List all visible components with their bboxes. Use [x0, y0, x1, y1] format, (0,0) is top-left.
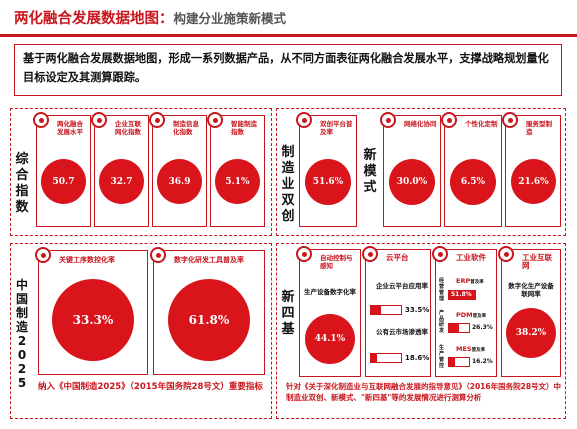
page-title: 两化融合发展数据地图：构建分业施策新模式: [14, 11, 287, 27]
card-composite-3: 制造信息化指数 36.9: [149, 112, 207, 227]
cloud-item-label: 公有云市场渗透率: [376, 328, 428, 336]
card-dual-1: 双创平台普及率 51.6%: [296, 112, 357, 227]
card-china2025-2: 数字化研发工具普及率 61.8%: [150, 247, 265, 375]
card-composite-1: 两化融合发展水平 50.7: [33, 112, 91, 227]
card-software: 工业软件 经营管理 ERP普及率 51.8% 产品研发 PDM普及率 26.3%…: [432, 246, 497, 377]
magnifier-icon: [296, 246, 312, 262]
value-circle: 21.6%: [511, 159, 556, 204]
magnifier-icon: [207, 112, 223, 128]
card-cloud: 云平台 企业云平台应用率 33.5% 公有云市场渗透率 18.6%: [362, 246, 431, 377]
value-circle: 30.0%: [389, 159, 435, 205]
value-circle: 32.7: [99, 159, 144, 204]
magnifier-icon: [35, 247, 51, 263]
bar-fill: [449, 324, 459, 332]
iiot-sub: 数字化生产设备联网率: [508, 282, 554, 298]
bar-fill: [449, 358, 456, 366]
mes-side-label: 生产管控: [438, 345, 444, 369]
china2025-label: 中国制造2025: [15, 278, 28, 390]
page-subtitle: 构建分业施策新模式: [173, 11, 287, 26]
card-auto-control: 自动控制与感知 生产设备数字化率 44.1%: [296, 246, 361, 377]
mes-pct: 16.2%: [472, 358, 493, 365]
magnifier-icon: [296, 112, 312, 128]
magnifier-icon: [498, 246, 514, 262]
pdm-tag: 普及率: [472, 314, 487, 319]
mes-name: MES普及率: [456, 345, 486, 353]
magnifier-icon: [432, 246, 448, 262]
composite-section: [10, 108, 272, 236]
newmode-label: 新模式: [363, 148, 377, 195]
magnifier-icon: [33, 112, 49, 128]
value-circle: 44.1%: [305, 314, 355, 364]
bar-fill: [371, 354, 377, 362]
cloud-bar-2: [370, 353, 402, 363]
mes-tag: 普及率: [471, 348, 486, 353]
magnifier-icon: [441, 112, 457, 128]
intro-text: 基于两化融合发展数据地图，形成一系列数据产品，从不同方面表征两化融合发展水平，支…: [14, 44, 562, 96]
erp-side-label: 经营管理: [438, 278, 444, 302]
magnifier-icon: [502, 112, 518, 128]
auto-sub: 生产设备数字化率: [304, 288, 356, 296]
cloud-bar-1: [370, 305, 402, 315]
value-circle: 33.3%: [52, 279, 134, 361]
magnifier-icon: [91, 112, 107, 128]
card-newmode-1: 网络化协同 30.0%: [380, 112, 441, 227]
value-circle: 5.1%: [215, 159, 260, 204]
value-circle: 51.6%: [305, 159, 351, 205]
erp-pct: 51.8%: [451, 291, 472, 298]
cloud-pct-2: 18.6%: [405, 354, 430, 362]
cloud-pct-1: 33.5%: [405, 306, 430, 314]
value-circle: 36.9: [157, 159, 202, 204]
erp-bar: [448, 290, 476, 300]
title-divider: [0, 34, 577, 37]
bar-fill: [449, 291, 475, 299]
newfour-label: 新四基: [281, 290, 295, 337]
pdm-side-label: 产品研发: [438, 310, 444, 334]
erp-name: ERP普及率: [456, 277, 484, 285]
card-newmode-3: 服务型制造 21.6%: [502, 112, 561, 227]
card-composite-2: 企业互联网化指数 32.7: [91, 112, 149, 227]
magnifier-icon: [380, 112, 396, 128]
card-composite-4: 智能制造指数 5.1%: [207, 112, 265, 227]
magnifier-icon: [150, 247, 166, 263]
value-circle: 6.5%: [450, 159, 496, 205]
mes-bar: [448, 357, 470, 367]
magnifier-icon: [149, 112, 165, 128]
card-china2025-1: 关键工序数控化率 33.3%: [35, 247, 148, 375]
card-newmode-2: 个性化定制 6.5%: [441, 112, 502, 227]
pdm-bar: [448, 323, 470, 333]
magnifier-icon: [362, 246, 378, 262]
newfour-note: 针对《关于深化制造业与互联网融合发展的指导意见》（2016年国务院28号文）中制…: [286, 382, 562, 402]
erp-tag: 普及率: [470, 280, 484, 285]
value-circle: 50.7: [41, 159, 86, 204]
pdm-name: PDM普及率: [456, 311, 487, 319]
value-circle: 38.2%: [506, 308, 556, 358]
composite-label: 综合指数: [15, 152, 29, 215]
china2025-note: 纳入《中国制造2025》（2015年国务院28号文）重要指标: [38, 382, 263, 392]
cloud-item-label: 企业云平台应用率: [376, 282, 428, 290]
dual-newmode-section: [276, 108, 566, 236]
dual-label: 制造业双创: [281, 145, 295, 224]
value-circle: 61.8%: [168, 279, 250, 361]
pdm-pct: 26.3%: [472, 324, 493, 331]
bar-fill: [371, 306, 382, 314]
newfour-section: [276, 243, 566, 419]
card-iiot: 工业互联网 数字化生产设备联网率 38.2%: [498, 246, 561, 377]
china2025-section: [10, 243, 272, 419]
